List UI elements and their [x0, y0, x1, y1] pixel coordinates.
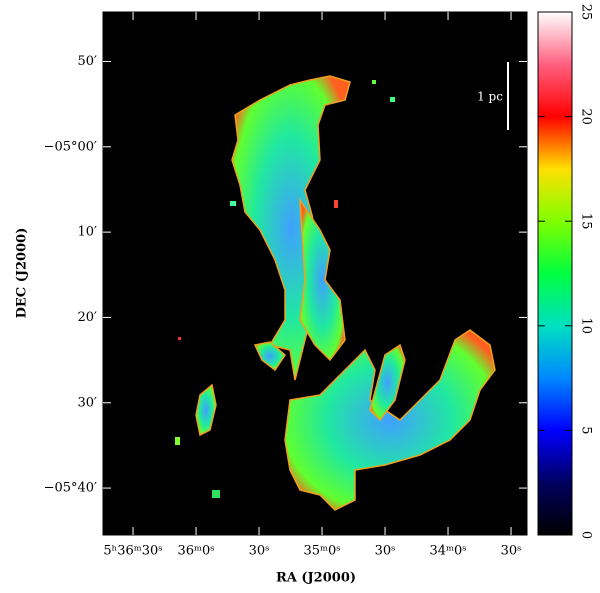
x-tick-label: 30ˢ [375, 544, 396, 559]
x-tick-label: 5ʰ36ᵐ30ˢ [103, 544, 162, 559]
colorbar [537, 11, 573, 536]
colorbar-tick-label: 20 [579, 108, 594, 125]
x-tick-label: 36ᵐ0ˢ [177, 544, 214, 559]
x-tick-label: 30ˢ [249, 544, 270, 559]
x-tick-label: 30ˢ [501, 544, 522, 559]
colorbar-tick-label: 0 [579, 531, 594, 539]
y-tick-label: 50′ [78, 54, 98, 69]
y-tick-label: 20′ [78, 310, 98, 325]
y-tick-label: −05°40′ [44, 481, 97, 496]
colorbar-tick-label: 10 [579, 318, 594, 335]
colorbar-tick-label: 5 [579, 426, 594, 434]
scale-bar-label: 1 pc [477, 90, 503, 104]
small-clumps [175, 80, 395, 498]
y-tick-label: 10′ [78, 225, 98, 240]
x-axis-label: RA (J2000) [276, 571, 356, 586]
x-tick-label: 35ᵐ0ˢ [303, 544, 340, 559]
x-tick-label: 34ᵐ0ˢ [429, 544, 466, 559]
colorbar-tick-label: 15 [579, 213, 594, 230]
y-tick-label: 30′ [78, 395, 98, 410]
plot-frame [102, 11, 528, 536]
y-axis-label: DEC (J2000) [15, 228, 30, 319]
colorbar-tick-label: 25 [579, 4, 594, 21]
y-tick-label: −05°00′ [44, 139, 97, 154]
emission-map [195, 75, 496, 511]
